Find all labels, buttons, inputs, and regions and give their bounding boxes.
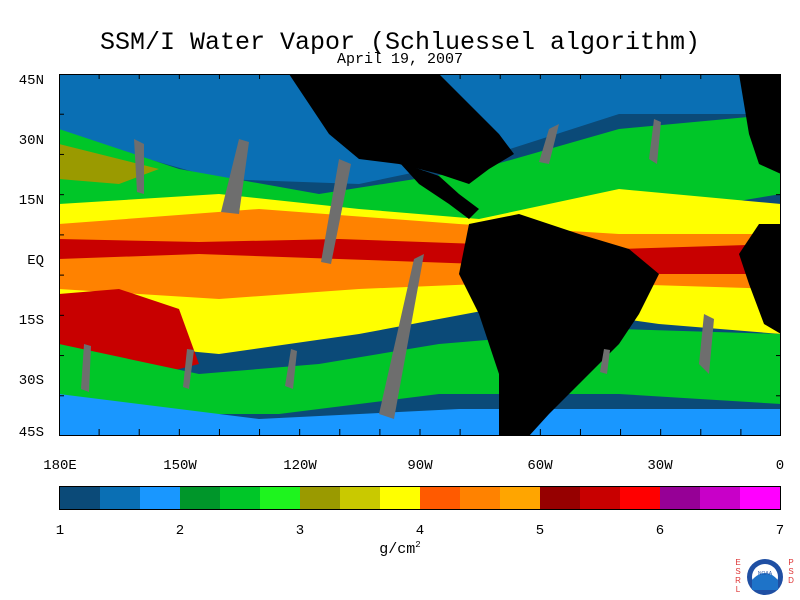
colorbar-swatch [260,487,300,509]
colorbar-swatch [300,487,340,509]
colorbar-swatch [500,487,540,509]
lat-label-45s: 45S [18,425,44,441]
map-subtitle: April 19, 2007 [336,51,464,68]
colorbar-swatch [660,487,700,509]
colorbar-tick-3: 3 [295,523,305,539]
lon-label-60w: 60W [527,458,553,474]
swath-gap [183,349,194,389]
noaa-emblem-icon: NOAA [747,559,783,595]
colorbar-swatch [60,487,100,509]
band-north-olive [59,144,159,184]
colorbar-tick-1: 1 [55,523,65,539]
central-america-land [399,162,479,219]
lon-label-180e: 180E [43,458,77,474]
lat-label-30n: 30N [18,133,44,149]
colorbar-swatch [420,487,460,509]
colorbar-swatch [100,487,140,509]
colorbar-swatch [540,487,580,509]
swath-gap [699,314,714,374]
swath-gap [81,344,91,392]
water-vapor-map [59,74,781,436]
colorbar-units: g/cm2 [379,540,421,558]
colorbar-swatch [380,487,420,509]
swath-gap [649,119,661,164]
lon-label-30w: 30W [647,458,673,474]
lat-label-15s: 15S [18,313,44,329]
colorbar-swatch [140,487,180,509]
colorbar-tick-4: 4 [415,523,425,539]
swath-gap [221,139,249,214]
lat-label-30s: 30S [18,373,44,389]
europe-land [739,74,781,174]
colorbar-swatch [220,487,260,509]
colorbar-swatch [700,487,740,509]
lat-label-eq: EQ [27,253,44,269]
swath-gap [134,139,144,194]
swath-gap [321,159,351,264]
swath-gap [539,124,559,164]
colorbar-tick-6: 6 [655,523,665,539]
band-south-blue [59,394,781,436]
colorbar-tick-7: 7 [775,523,785,539]
swath-gap [285,349,297,389]
africa-land [739,224,781,334]
swath-gap [379,254,424,419]
swath-gap [600,349,610,374]
colorbar-swatch [340,487,380,509]
colorbar-swatch [740,487,780,509]
north-america-land [289,74,514,184]
colorbar-swatch [580,487,620,509]
colorbar-swatch [180,487,220,509]
colorbar [59,486,781,510]
lon-label-120w: 120W [283,458,317,474]
lon-label-150w: 150W [163,458,197,474]
noaa-emblem-text: NOAA [758,571,773,577]
lon-label-0: 0 [775,458,785,474]
colorbar-tick-2: 2 [175,523,185,539]
lat-label-15n: 15N [18,193,44,209]
lon-label-90w: 90W [407,458,433,474]
south-america-land [459,214,659,436]
map-title: SSM/I Water Vapor (Schluessel algorithm) [99,28,701,57]
colorbar-swatch [620,487,660,509]
colorbar-swatch [460,487,500,509]
lat-label-45n: 45N [18,73,44,89]
colorbar-tick-5: 5 [535,523,545,539]
